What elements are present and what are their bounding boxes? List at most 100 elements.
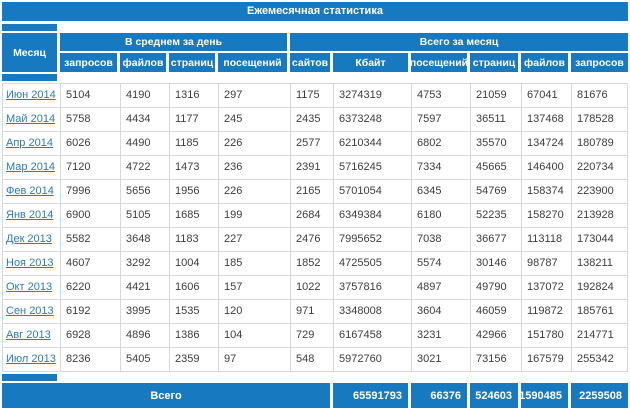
stat-cell: 6928 <box>61 324 121 348</box>
stat-cell: 1316 <box>170 84 219 108</box>
month-link[interactable]: Июн 2014 <box>3 84 61 108</box>
table-row: Авг 2013 6928 4896 1386 104 729 6167458 3231 429… <box>3 324 627 348</box>
stat-cell: 73156 <box>471 348 522 372</box>
table-header: Месяц В среднем за день Всего за месяц з… <box>2 24 628 81</box>
stat-cell: 2391 <box>291 156 334 180</box>
stat-cell: 98787 <box>522 252 572 276</box>
stat-cell: 137072 <box>522 276 572 300</box>
total-visits: 66376 <box>411 383 467 408</box>
table-row: Май 2014 5758 4434 1177 245 2435 6373248 7597 36… <box>3 108 627 132</box>
table-row: Сен 2013 6192 3995 1535 120 971 3348008 3604 460… <box>3 300 627 324</box>
stat-cell: 104 <box>219 324 291 348</box>
stat-cell: 6373248 <box>334 108 412 132</box>
month-link[interactable]: Дек 2013 <box>3 228 61 252</box>
table-row: Окт 2013 6220 4421 1606 157 1022 3757816 4897 49… <box>3 276 627 300</box>
stat-cell: 7038 <box>412 228 471 252</box>
month-link[interactable]: Сен 2013 <box>3 300 61 324</box>
stat-cell: 30146 <box>471 252 522 276</box>
stat-cell: 245 <box>219 108 291 132</box>
total-files: 1590485 <box>519 383 568 408</box>
month-column-header: Месяц <box>2 33 57 72</box>
stat-cell: 8236 <box>61 348 121 372</box>
stat-cell: 3348008 <box>334 300 412 324</box>
table-row: Мар 2014 7120 4722 1473 236 2391 5716245 7334 45… <box>3 156 627 180</box>
stat-cell: 185 <box>219 252 291 276</box>
stat-cell: 137468 <box>522 108 572 132</box>
stat-cell: 5574 <box>412 252 471 276</box>
stat-cell: 3292 <box>121 252 170 276</box>
table-body: Июн 2014 5104 4190 1316 297 1175 3274319 4753 21… <box>2 83 628 372</box>
stat-cell: 151780 <box>522 324 572 348</box>
stat-cell: 158374 <box>522 180 572 204</box>
stat-cell: 2684 <box>291 204 334 228</box>
month-link[interactable]: Мар 2014 <box>3 156 61 180</box>
stat-cell: 1022 <box>291 276 334 300</box>
stat-cell: 6192 <box>61 300 121 324</box>
stat-cell: 158270 <box>522 204 572 228</box>
month-link[interactable]: Май 2014 <box>3 108 61 132</box>
column-header-sites-total: сайтов <box>290 53 330 72</box>
stat-cell: 297 <box>219 84 291 108</box>
column-header-requests-avg: запросов <box>60 53 117 72</box>
stat-cell: 3231 <box>412 324 471 348</box>
stat-cell: 192824 <box>572 276 627 300</box>
stat-cell: 138211 <box>572 252 627 276</box>
month-link[interactable]: Ноя 2013 <box>3 252 61 276</box>
stat-cell: 7996 <box>61 180 121 204</box>
stat-cell: 1852 <box>291 252 334 276</box>
stat-cell: 4421 <box>121 276 170 300</box>
month-link[interactable]: Янв 2014 <box>3 204 61 228</box>
stat-cell: 214771 <box>572 324 627 348</box>
footer-spacer-row <box>2 374 628 381</box>
stat-cell: 1004 <box>170 252 219 276</box>
footer-spacer <box>2 374 57 381</box>
month-link[interactable]: Апр 2014 <box>3 132 61 156</box>
stat-cell: 2577 <box>291 132 334 156</box>
stat-cell: 167579 <box>522 348 572 372</box>
header-spacer-top <box>2 24 57 31</box>
table-row: Июн 2014 5104 4190 1316 297 1175 3274319 4753 21… <box>3 84 627 108</box>
month-link[interactable]: Авг 2013 <box>3 324 61 348</box>
stat-cell: 2476 <box>291 228 334 252</box>
stat-cell: 45665 <box>471 156 522 180</box>
month-link[interactable]: Окт 2013 <box>3 276 61 300</box>
stat-cell: 49790 <box>471 276 522 300</box>
stat-cell: 4607 <box>61 252 121 276</box>
stat-cell: 1175 <box>291 84 334 108</box>
stat-cell: 226 <box>219 180 291 204</box>
stat-cell: 4753 <box>412 84 471 108</box>
stat-cell: 5656 <box>121 180 170 204</box>
stat-cell: 2435 <box>291 108 334 132</box>
stat-cell: 5582 <box>61 228 121 252</box>
stat-cell: 236 <box>219 156 291 180</box>
column-header-pages-total: страниц <box>470 53 518 72</box>
stat-cell: 5716245 <box>334 156 412 180</box>
stat-cell: 6026 <box>61 132 121 156</box>
stat-cell: 3604 <box>412 300 471 324</box>
stat-cell: 6167458 <box>334 324 412 348</box>
group-header-monthly-total: Всего за месяц <box>290 33 628 51</box>
month-link[interactable]: Фев 2014 <box>3 180 61 204</box>
group-header-daily-average: В среднем за день <box>60 33 287 51</box>
table-row: Фев 2014 7996 5656 1956 226 2165 5701054 6345 54… <box>3 180 627 204</box>
column-header-requests-total: запросов <box>571 53 628 72</box>
stat-cell: 1606 <box>170 276 219 300</box>
stat-cell: 120 <box>219 300 291 324</box>
column-header-visits-total: посещений <box>411 53 467 72</box>
stat-cell: 6802 <box>412 132 471 156</box>
stat-cell: 3995 <box>121 300 170 324</box>
stat-cell: 1685 <box>170 204 219 228</box>
month-link[interactable]: Июл 2013 <box>3 348 61 372</box>
stat-cell: 5105 <box>121 204 170 228</box>
stat-cell: 7334 <box>412 156 471 180</box>
stat-cell: 5701054 <box>334 180 412 204</box>
stat-cell: 227 <box>219 228 291 252</box>
stat-cell: 81676 <box>572 84 627 108</box>
stat-cell: 4190 <box>121 84 170 108</box>
stat-cell: 146400 <box>522 156 572 180</box>
stat-cell: 119872 <box>522 300 572 324</box>
stat-cell: 46059 <box>471 300 522 324</box>
table-footer: Всего 65591793 66376 524603 1590485 2259… <box>2 383 628 408</box>
stat-cell: 3757816 <box>334 276 412 300</box>
